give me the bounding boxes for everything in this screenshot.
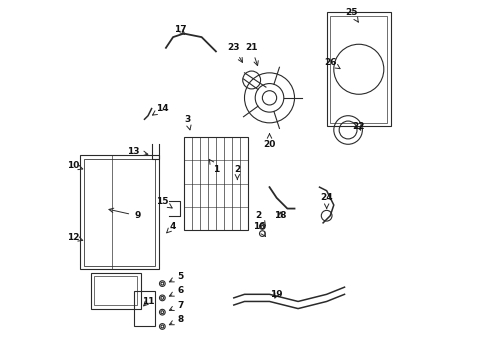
Text: 9: 9 [109,208,140,220]
Text: 12: 12 [67,233,82,242]
Bar [326,12,390,126]
Text: 25: 25 [345,8,358,22]
Bar [329,16,386,123]
Text: 22: 22 [352,122,365,131]
Text: 15: 15 [156,197,172,208]
Bar [94,276,137,305]
Text: 2: 2 [255,211,265,226]
Text: 14: 14 [152,104,168,115]
Text: 26: 26 [324,58,339,69]
Text: 2: 2 [234,165,240,179]
Bar [83,158,155,266]
Text: 18: 18 [273,211,286,220]
Text: 4: 4 [166,222,176,233]
Bar [183,137,247,230]
Text: 21: 21 [245,43,258,66]
Text: 17: 17 [174,26,186,35]
Text: 8: 8 [169,315,183,325]
Text: 16: 16 [252,222,265,237]
Text: 6: 6 [169,286,183,296]
Text: 13: 13 [127,147,147,156]
Text: 7: 7 [169,301,183,310]
Text: 10: 10 [67,161,82,170]
Text: 5: 5 [169,272,183,282]
Text: 20: 20 [263,134,275,149]
Text: 1: 1 [209,159,219,174]
Bar [91,273,141,309]
Text: 19: 19 [270,290,283,299]
Text: 23: 23 [227,43,242,62]
Text: 3: 3 [184,115,191,130]
Bar [134,291,155,327]
Text: 24: 24 [320,193,332,208]
Text: 11: 11 [142,297,154,306]
Bar [80,155,159,269]
